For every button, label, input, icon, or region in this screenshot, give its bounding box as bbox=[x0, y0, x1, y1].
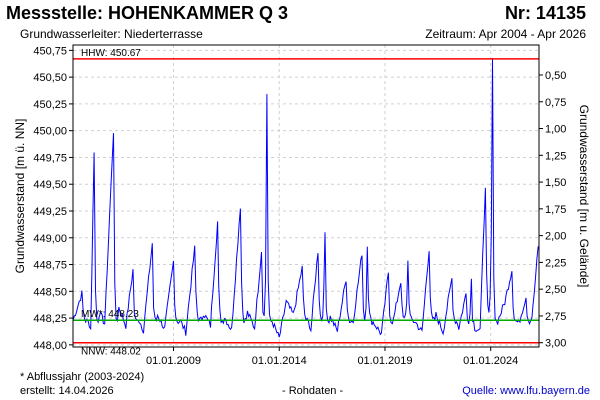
source-link[interactable]: Quelle: www.lfu.bayern.de bbox=[462, 385, 590, 397]
y2-tick-label: 2,50 bbox=[545, 284, 566, 296]
y2-tick-label: 1,00 bbox=[545, 124, 566, 136]
y-tick-label: 449,25 bbox=[33, 206, 67, 218]
y-tick-label: 449,50 bbox=[33, 179, 67, 191]
y-tick-label: 448,75 bbox=[33, 260, 67, 272]
plot-frame bbox=[72, 44, 540, 348]
y2-tick-label: 1,75 bbox=[545, 204, 566, 216]
y-tick-label: 450,50 bbox=[33, 72, 67, 84]
nnw-label: NNW: 448.02 bbox=[81, 347, 141, 358]
y-tick-label: 448,25 bbox=[33, 313, 67, 325]
station-number: Nr: 14135 bbox=[504, 3, 586, 23]
y-tick-label: 448,50 bbox=[33, 286, 67, 298]
plot-area bbox=[73, 45, 539, 347]
period-label: Zeitraum: Apr 2004 - Apr 2026 bbox=[425, 27, 586, 41]
y2-tick-label: 1,25 bbox=[545, 150, 566, 162]
mw-label: MW*: 448.23 bbox=[81, 309, 139, 320]
y-tick-label: 450,25 bbox=[33, 99, 67, 111]
y2-tick-label: 2,00 bbox=[545, 231, 566, 243]
x-tick-label: 01.01.2024 bbox=[463, 355, 518, 367]
y-tick-label: 449,75 bbox=[33, 152, 67, 164]
y2-tick-label: 0,50 bbox=[545, 70, 566, 82]
y-tick-label: 449,00 bbox=[33, 233, 67, 245]
y2-tick-label: 3,00 bbox=[545, 338, 566, 350]
y2-axis-title: Grundwasserstand [m u. Gelände] bbox=[577, 105, 591, 288]
y2-tick-label: 1,50 bbox=[545, 177, 566, 189]
y-axis-title: Grundwasserstand [m ü. NN] bbox=[13, 119, 27, 274]
aquifer-label: Grundwasserleiter: Niederterrasse bbox=[20, 27, 203, 41]
y-tick-label: 450,00 bbox=[33, 126, 67, 138]
y2-tick-label: 0,75 bbox=[545, 97, 566, 109]
x-tick-label: 01.01.2009 bbox=[146, 355, 201, 367]
x-tick-label: 01.01.2019 bbox=[357, 355, 412, 367]
created-date: erstellt: 14.04.2026 bbox=[20, 385, 114, 397]
page-title: Messstelle: HOHENKAMMER Q 3 bbox=[6, 3, 289, 23]
y2-tick-label: 2,75 bbox=[545, 311, 566, 323]
x-tick-label: 01.01.2014 bbox=[252, 355, 307, 367]
y-tick-label: 450,75 bbox=[33, 45, 67, 57]
footnote: * Abflussjahr (2003-2024) bbox=[20, 371, 145, 383]
y-tick-label: 448,00 bbox=[33, 340, 67, 352]
rawdata-label: - Rohdaten - bbox=[282, 385, 344, 397]
y2-tick-label: 2,25 bbox=[545, 257, 566, 269]
hhw-label: HHW: 450.67 bbox=[81, 48, 141, 59]
